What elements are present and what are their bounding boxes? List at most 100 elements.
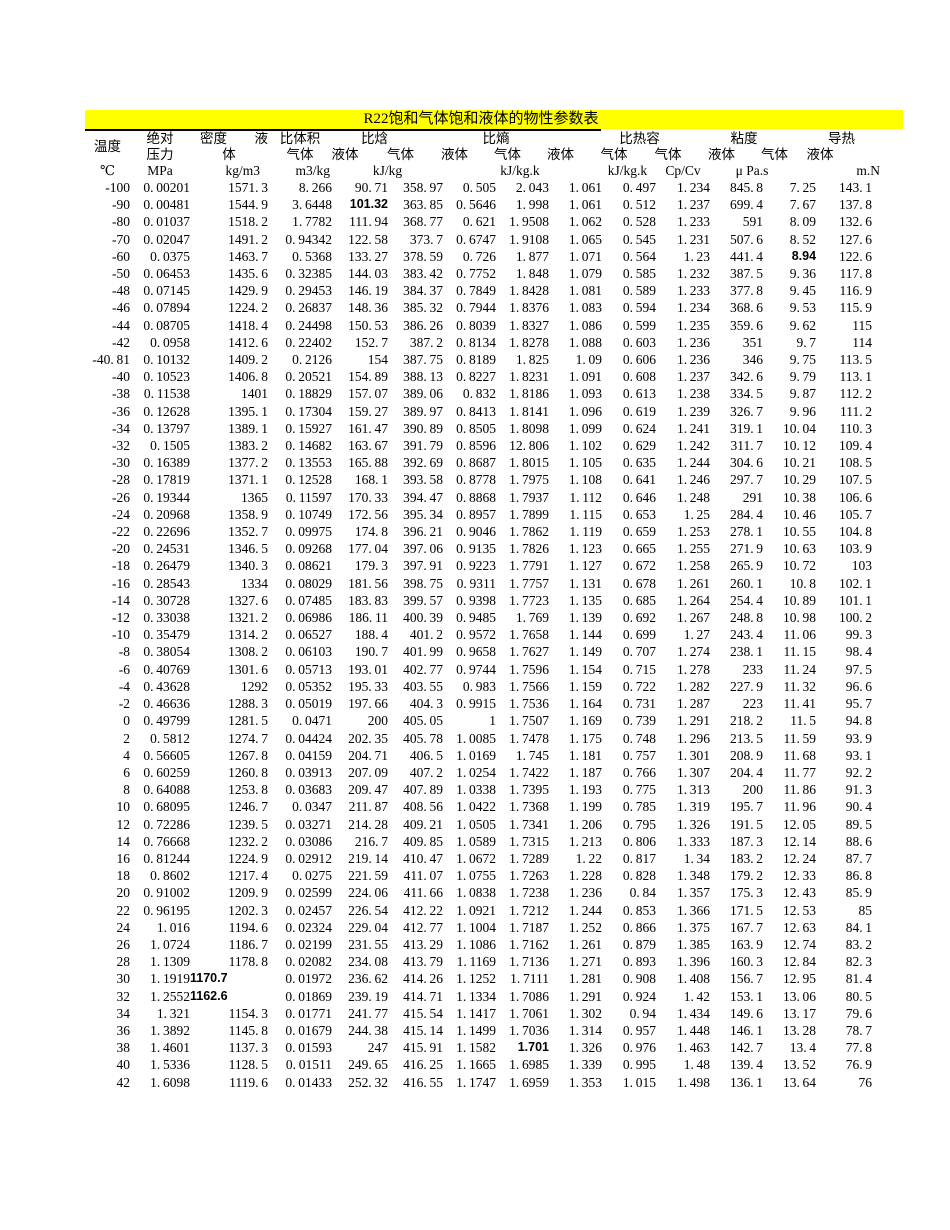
table-cell: 386. 26 (403, 317, 443, 333)
table-cell: -2 (118, 696, 130, 712)
table-cell: 13. 06 (782, 988, 817, 1004)
table-cell: 1178. 8 (228, 954, 268, 970)
table-cell: 0. 96195 (143, 902, 190, 918)
table-cell: 1. 998 (515, 197, 549, 213)
table-cell: 13. 4 (789, 1040, 817, 1056)
table-cell: 412. 77 (403, 919, 443, 935)
table-cell: 0. 13553 (285, 455, 332, 471)
table-cell: 1. 6098 (150, 1074, 190, 1090)
table-cell: 249. 65 (348, 1057, 388, 1073)
table-cell: 1389. 1 (228, 420, 268, 436)
table-cell: 358. 97 (403, 180, 443, 195)
table-cell: 0. 629 (622, 438, 656, 454)
table-cell: 1. 27 (683, 627, 711, 643)
table-cell: 26 (116, 936, 131, 952)
table-cell: 12. 05 (782, 816, 817, 832)
table-row: 24 1. 016 1194. 6 0. 02324 229. 04 412. 77 1. … (85, 919, 873, 936)
table-cell: 1418. 4 (228, 317, 268, 333)
table-cell: 0. 785 (622, 799, 656, 815)
table-cell: 1. 0921 (456, 902, 496, 918)
table-cell: 0. 528 (622, 214, 656, 230)
table-cell: 0. 866 (622, 919, 656, 935)
table-cell: 1. 9108 (509, 231, 549, 247)
table-cell: 1. 333 (676, 833, 711, 849)
table-cell: 103. 9 (838, 541, 873, 557)
table-cell: 9. 53 (789, 300, 817, 316)
table-cell: 156. 7 (729, 971, 764, 987)
table-row: 0 0. 49799 1281. 5 0. 0471 200 405. 05 1 1. 750… (85, 712, 872, 729)
table-cell: 224. 06 (348, 885, 388, 901)
table-cell: 93. 1 (845, 747, 873, 763)
table-cell: 1292 (241, 678, 268, 694)
table-cell: 363. 85 (403, 197, 443, 213)
table-cell: 0. 606 (622, 352, 656, 368)
table-cell: 133. 27 (348, 248, 388, 264)
table-cell: -32 (112, 438, 130, 454)
table-cell: -44 (112, 317, 130, 333)
table-cell: 407. 2 (409, 764, 443, 780)
table-cell: 4 (123, 747, 130, 763)
table-cell: 334. 5 (729, 386, 764, 402)
table-cell: 13. 28 (782, 1022, 817, 1038)
table-cell: 0. 924 (622, 988, 656, 1004)
table-cell: 186. 11 (348, 610, 388, 626)
table-cell: 1253. 8 (228, 782, 268, 798)
table-row: 30 1. 1919 1170.7 0. 01972 236. 62 414. 26 1. … (85, 970, 873, 987)
table-cell: 8. 09 (789, 214, 817, 230)
table-cell: 0. 03683 (285, 782, 332, 798)
table-cell: 1. 5336 (150, 1057, 190, 1073)
table-cell: 397. 06 (403, 541, 443, 557)
table-cell: 213. 5 (729, 730, 764, 746)
col-header-pressure: 绝对 (146, 131, 174, 146)
table-cell: 0. 16389 (143, 455, 190, 471)
table-cell: -18 (112, 558, 130, 574)
table-row: 38 1. 4601 1137. 3 0. 01593 247 415. 91 1. 158… (85, 1039, 873, 1056)
table-cell: 12. 14 (782, 833, 817, 849)
col-header-density-liquid: 液 (254, 131, 269, 146)
table-cell: 9. 96 (789, 403, 817, 419)
table-cell: 1209. 9 (228, 885, 268, 901)
table-cell: 89. 5 (845, 816, 873, 832)
table-cell: 1401 (241, 386, 268, 402)
table-cell: 0. 653 (622, 506, 656, 522)
table-cell: 1145. 8 (228, 1022, 268, 1038)
table-cell: 1334 (241, 575, 268, 591)
table-cell: 0. 707 (622, 644, 656, 660)
table-cell: 190. 7 (354, 644, 388, 660)
table-row: -80 0. 01037 1518. 2 1. 7782 111. 94 368. 77 0… (85, 213, 872, 230)
table-cell: 1. 271 (568, 954, 602, 970)
table-cell: 1. 0254 (456, 764, 496, 780)
header-group-row: 温度 绝对 密度 液 比体积 比焓 比熵 比热容 粘度 导热 (85, 131, 872, 154)
table-cell: 1. 291 (568, 988, 602, 1004)
table-cell: 1. 385 (676, 936, 711, 952)
table-cell: 1. 7536 (509, 696, 549, 712)
table-cell: 148. 36 (348, 300, 388, 316)
table-cell: 10. 72 (782, 558, 817, 574)
table-cell: 388. 13 (403, 369, 443, 385)
sub-header-heatcap-liquid: 液体 (547, 147, 574, 162)
table-cell: 1. 8278 (509, 334, 549, 350)
table-cell: 11. 86 (783, 782, 817, 798)
table-cell: 0. 8687 (456, 455, 496, 471)
table-cell: 0. 05352 (285, 678, 332, 694)
table-cell: 10. 55 (782, 524, 817, 540)
table-cell: 93. 9 (845, 730, 873, 746)
table-cell: 0. 619 (622, 403, 656, 419)
table-row: -6 0. 40769 1301. 6 0. 05713 193. 01 402. 77 0… (85, 661, 872, 678)
table-cell: 80. 5 (845, 988, 873, 1004)
table-row: 26 1. 0724 1186. 7 0. 02199 231. 55 413. 29 1.… (85, 936, 873, 953)
table-cell: 346 (742, 352, 764, 368)
table-cell: 0. 40769 (143, 661, 190, 677)
table-cell: 0. 8413 (456, 403, 496, 419)
table-cell: 0. 07485 (285, 592, 332, 608)
table-cell: 0. 01037 (143, 214, 190, 230)
table-cell: 1. 234 (676, 180, 711, 195)
table-cell: 1. 258 (676, 558, 711, 574)
table-cell: 0. 8134 (456, 334, 496, 350)
table-cell: 1. 253 (676, 524, 711, 540)
table-cell: 1. 159 (568, 678, 602, 694)
col-header-density-label: 密度 (200, 131, 227, 146)
table-cell: 1. 1004 (456, 919, 496, 935)
table-cell: 1. 231 (676, 231, 711, 247)
table-row: 10 0. 68095 1246. 7 0. 0347 211. 87 408. 56 1.… (85, 798, 873, 815)
